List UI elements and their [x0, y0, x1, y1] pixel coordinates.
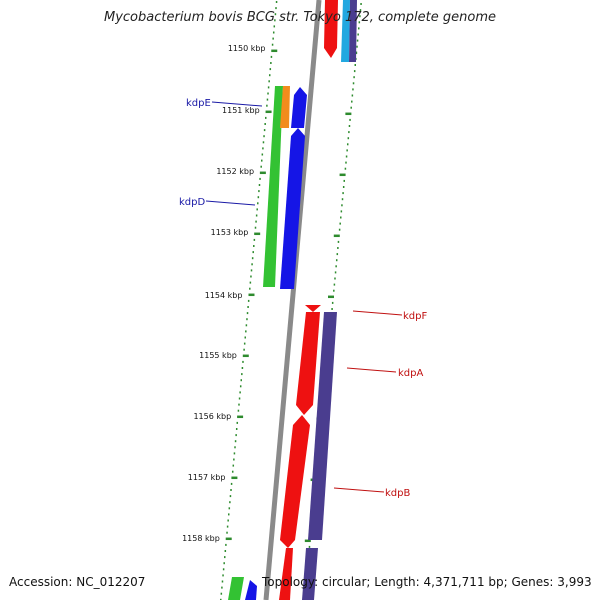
leader-kdpE: [211, 101, 263, 107]
leader-kdpA: [346, 367, 397, 373]
scale-label: 1152 kbp: [216, 167, 254, 176]
scale-label: 1157 kbp: [188, 473, 226, 482]
scale-label: 1158 kbp: [182, 534, 220, 543]
outer-tick-track: [220, 1, 278, 601]
scale-label: 1156 kbp: [193, 412, 231, 421]
gene-red-bottom[interactable]: [279, 548, 293, 600]
gene-kdpF[interactable]: [305, 305, 321, 312]
scale-label: 1154 kbp: [205, 291, 243, 300]
gene-label-kdpA[interactable]: kdpA: [398, 368, 423, 379]
gene-purple-top[interactable]: [349, 0, 357, 62]
gene-kdpB[interactable]: [308, 312, 337, 540]
gene-green-bottom[interactable]: [228, 577, 244, 600]
gene-kdpA[interactable]: [296, 312, 320, 415]
map-title: Mycobacterium bovis BCG str. Tokyo 172, …: [104, 10, 496, 25]
gene-label-kdpB[interactable]: kdpB: [385, 488, 410, 499]
gene-kdpE[interactable]: [280, 86, 290, 128]
gene-green-left[interactable]: [263, 86, 283, 287]
gene-label-kdpF[interactable]: kdpF: [403, 311, 427, 322]
gene-blue-bottom[interactable]: [245, 580, 257, 600]
gene-label-kdpD[interactable]: kdpD: [179, 197, 205, 208]
scale-label: 1155 kbp: [199, 351, 237, 360]
scale-label: 1153 kbp: [211, 228, 249, 237]
gene-label-kdpE[interactable]: kdpE: [186, 98, 211, 109]
accession-text: Accession: NC_012207: [9, 575, 146, 589]
backbone-line: [263, 0, 322, 601]
scale-labels: 1150 kbp 1151 kbp 1152 kbp 1153 kbp 1154 kbp…: [182, 44, 265, 543]
gene-purple-bottom[interactable]: [302, 548, 318, 600]
gene-cyan-top[interactable]: [341, 0, 350, 62]
leader-kdpD: [205, 200, 256, 206]
genome-summary-text: Topology: circular; Length: 4,371,711 bp…: [262, 575, 592, 589]
gene-red-top[interactable]: [324, 0, 338, 58]
scale-label: 1150 kbp: [228, 44, 266, 53]
leader-kdpB: [333, 487, 385, 493]
gene-blue-small[interactable]: [291, 87, 307, 128]
scale-label: 1151 kbp: [222, 106, 260, 115]
gene-red-lower[interactable]: [280, 415, 310, 548]
gene-kdpD[interactable]: [280, 128, 305, 289]
leader-kdpF: [352, 310, 403, 316]
